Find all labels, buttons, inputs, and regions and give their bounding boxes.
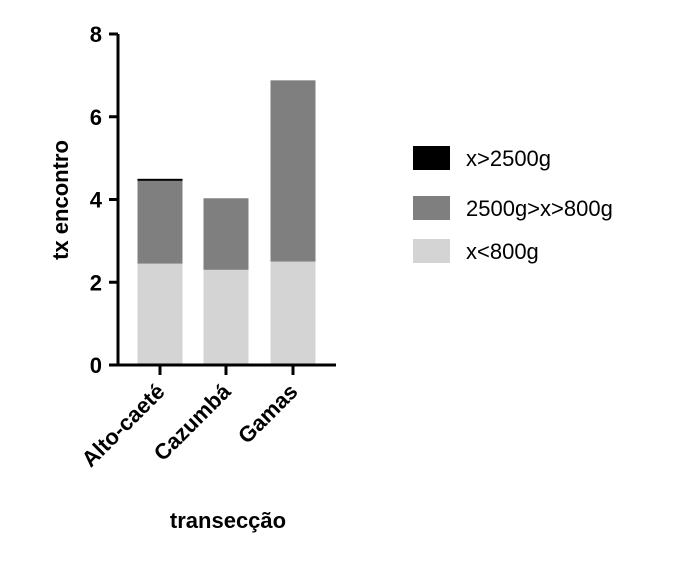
x-axis-title: transecção xyxy=(170,508,286,533)
y-axis-title: tx encontro xyxy=(48,140,73,260)
y-tick-label: 4 xyxy=(90,188,103,213)
y-tick-label: 8 xyxy=(90,22,102,47)
plot-area xyxy=(137,80,316,365)
legend-swatch xyxy=(413,146,450,170)
legend-swatch xyxy=(413,196,450,220)
bar-segment xyxy=(137,180,183,264)
x-tick-label: Alto-caeté xyxy=(77,379,170,472)
bar-segment xyxy=(137,263,183,365)
y-tick-label: 0 xyxy=(90,353,102,378)
legend: x>2500g 2500g>x>800g x<800g xyxy=(413,146,613,264)
y-tick-label: 6 xyxy=(90,105,102,130)
legend-label: x>2500g xyxy=(466,146,551,171)
bar-segment xyxy=(203,198,249,270)
legend-label: 2500g>x>800g xyxy=(466,196,613,221)
x-tick-label: Gamas xyxy=(233,379,303,449)
bar-segment xyxy=(270,261,316,365)
legend-label: x<800g xyxy=(466,239,539,264)
bar-segment xyxy=(270,80,316,262)
legend-swatch xyxy=(413,239,450,263)
bar-segment xyxy=(137,178,183,181)
bar-segment xyxy=(203,269,249,365)
y-tick-label: 2 xyxy=(90,270,102,295)
